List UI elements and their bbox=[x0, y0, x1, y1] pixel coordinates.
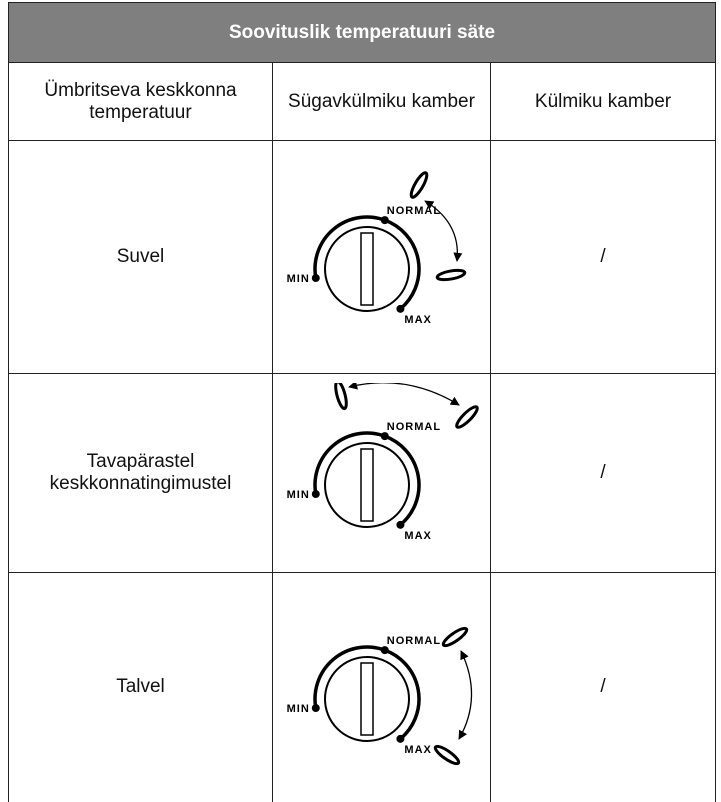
document: Soovituslik temperatuuri säte Ümbritseva… bbox=[7, 2, 717, 802]
settings-table: Soovituslik temperatuuri säte Ümbritseva… bbox=[7, 2, 717, 802]
scale-dot bbox=[396, 304, 405, 313]
column-header: Külmiku kamber bbox=[489, 62, 717, 141]
condition: Tavapärastel keskkonnatingimustel bbox=[8, 373, 273, 573]
range-arrow bbox=[458, 650, 473, 741]
dial: NORMAL MIN MAX bbox=[287, 383, 479, 542]
range-arrow bbox=[348, 383, 460, 406]
range-arrow bbox=[424, 200, 463, 262]
condition: Talvel bbox=[8, 572, 273, 802]
pointer bbox=[334, 383, 348, 411]
min-label: MIN bbox=[287, 703, 310, 715]
dial-cell: NORMAL MIN MAX bbox=[272, 373, 491, 573]
pointer bbox=[435, 268, 467, 282]
condition: Suvel bbox=[8, 140, 273, 374]
scale-dot bbox=[311, 274, 320, 283]
header-title: Soovituslik temperatuuri säte bbox=[7, 2, 717, 63]
knob-slot bbox=[360, 662, 374, 736]
max-label: MAX bbox=[404, 744, 431, 756]
pointer bbox=[455, 405, 479, 429]
fridge-setting: / bbox=[489, 572, 717, 802]
scale-dot bbox=[311, 704, 320, 713]
column-header: Sügavkülmiku kamber bbox=[272, 62, 491, 141]
scale-dot bbox=[311, 490, 320, 499]
fridge-setting: / bbox=[489, 140, 717, 374]
max-label: MAX bbox=[404, 530, 431, 542]
dial-cell: NORMAL MIN MAX bbox=[272, 140, 491, 374]
dial-cell: NORMAL MIN MAX bbox=[272, 572, 491, 802]
normal-label: NORMAL bbox=[387, 421, 441, 433]
min-label: MIN bbox=[287, 273, 310, 285]
scale-dot bbox=[396, 520, 405, 529]
column-header: Ümbritseva keskkonna temperatuur bbox=[8, 62, 273, 141]
pointer bbox=[409, 171, 429, 199]
max-label: MAX bbox=[404, 314, 431, 326]
fridge-setting: / bbox=[489, 373, 717, 573]
scale-dot bbox=[380, 432, 389, 441]
pointer bbox=[441, 627, 469, 648]
scale-dot bbox=[380, 216, 389, 225]
dial-group: NORMAL MIN MAX bbox=[287, 627, 473, 766]
min-label: MIN bbox=[287, 489, 310, 501]
scale-dot bbox=[396, 735, 405, 744]
scale-dot bbox=[380, 646, 389, 655]
dial-group: NORMAL MIN MAX bbox=[287, 383, 479, 542]
pointer bbox=[433, 745, 461, 766]
knob-slot bbox=[360, 232, 374, 306]
normal-label: NORMAL bbox=[387, 635, 441, 647]
knob-slot bbox=[360, 448, 374, 522]
dial: NORMAL MIN MAX bbox=[287, 627, 473, 766]
